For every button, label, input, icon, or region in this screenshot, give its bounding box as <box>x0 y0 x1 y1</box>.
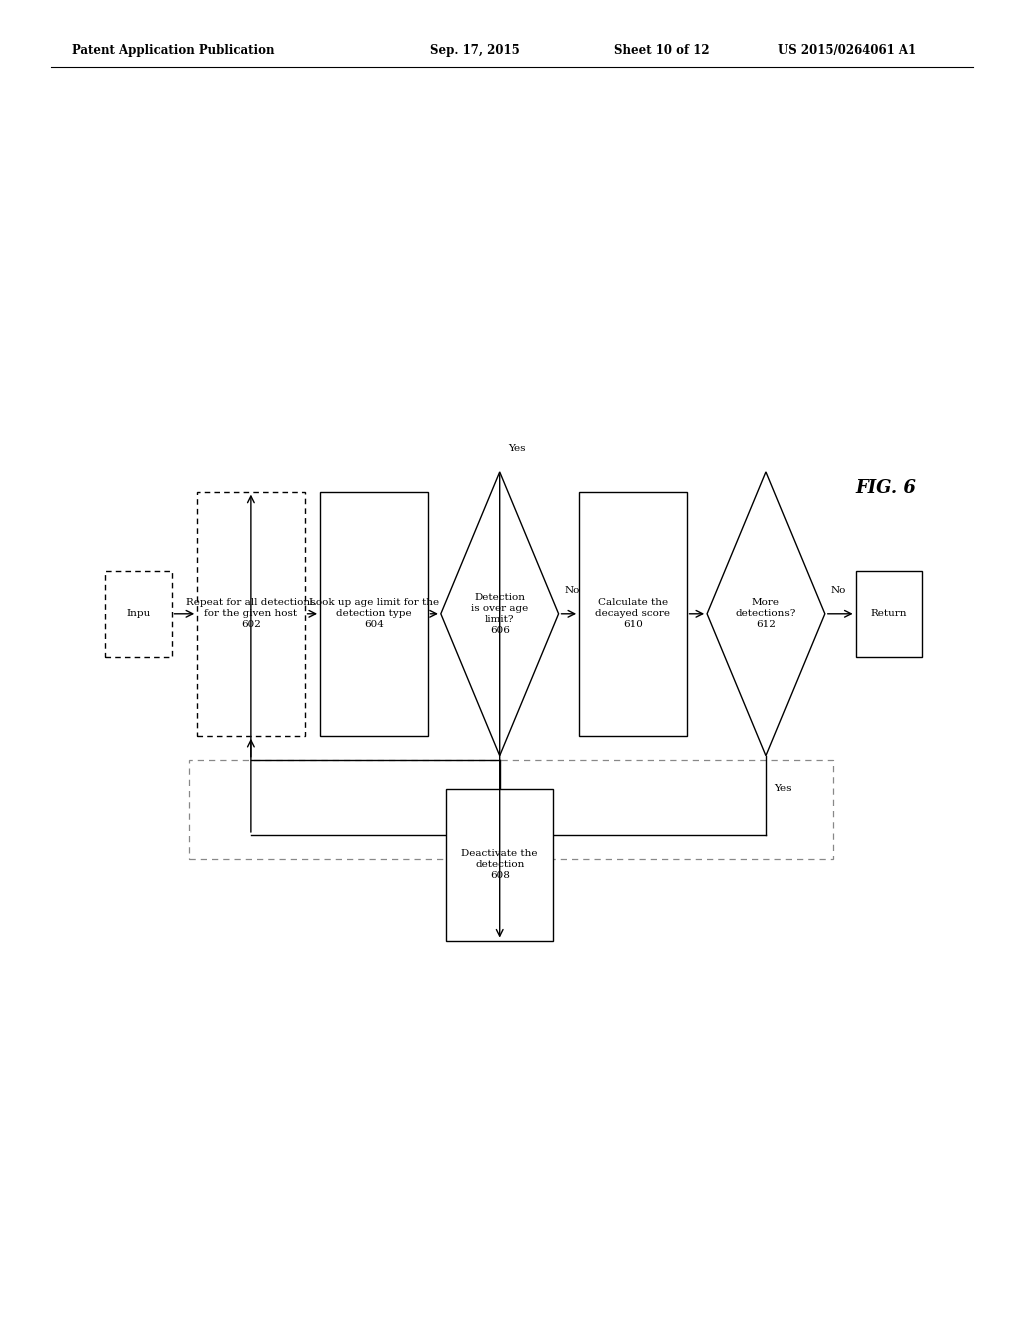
Text: Detection
is over age
limit?
606: Detection is over age limit? 606 <box>471 593 528 635</box>
Bar <box>580 492 686 737</box>
Bar <box>105 570 172 656</box>
Text: More
detections?
612: More detections? 612 <box>736 598 796 630</box>
Bar <box>446 789 553 940</box>
Text: Deactivate the
detection
608: Deactivate the detection 608 <box>462 849 538 880</box>
Text: Yes: Yes <box>774 784 792 793</box>
Text: US 2015/0264061 A1: US 2015/0264061 A1 <box>778 44 916 57</box>
Text: Patent Application Publication: Patent Application Publication <box>72 44 274 57</box>
Text: Look up age limit for the
detection type
604: Look up age limit for the detection type… <box>308 598 439 630</box>
Text: Inpu: Inpu <box>126 610 151 618</box>
Text: FIG. 6: FIG. 6 <box>855 479 916 498</box>
Text: Yes: Yes <box>508 444 525 453</box>
Text: Sep. 17, 2015: Sep. 17, 2015 <box>430 44 520 57</box>
Bar <box>188 759 834 859</box>
Text: Sheet 10 of 12: Sheet 10 of 12 <box>614 44 710 57</box>
Text: Calculate the
decayed score
610: Calculate the decayed score 610 <box>595 598 671 630</box>
Bar <box>197 492 305 737</box>
Polygon shape <box>440 471 559 755</box>
Text: Return: Return <box>870 610 907 618</box>
Text: No: No <box>831 586 847 594</box>
Bar <box>856 570 923 656</box>
Text: No: No <box>565 586 581 594</box>
Bar <box>319 492 428 737</box>
Text: Repeat for all detections
for the given host
602: Repeat for all detections for the given … <box>186 598 315 630</box>
Polygon shape <box>707 471 825 755</box>
